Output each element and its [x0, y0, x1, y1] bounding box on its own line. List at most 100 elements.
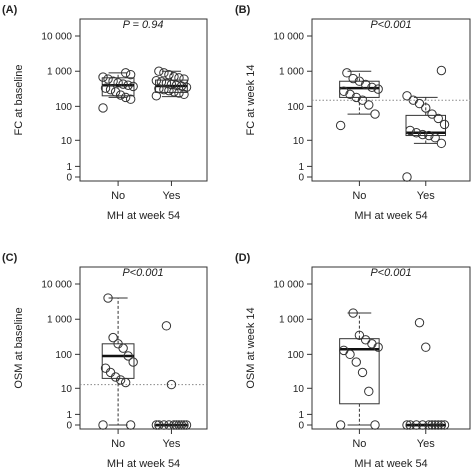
data-point: [408, 95, 418, 105]
data-point: [179, 74, 189, 84]
data-point: [342, 68, 352, 78]
data-point: [164, 69, 174, 80]
data-point: [433, 113, 443, 124]
data-point: [100, 363, 111, 373]
data-point: [115, 375, 126, 385]
data-point: [169, 71, 179, 82]
x-axis-title: MH at week 54: [354, 458, 427, 470]
data-point: [176, 420, 187, 430]
x-axis-title: MH at week 54: [107, 210, 180, 222]
data-point: [103, 293, 113, 303]
data-point: [179, 420, 189, 430]
data-point: [125, 420, 136, 430]
data-point: [367, 82, 377, 92]
data-point: [430, 133, 440, 143]
data-point: [402, 91, 412, 101]
y-axis-title: FC at baseline: [13, 65, 25, 136]
data-point: [439, 119, 450, 130]
data-point: [120, 377, 131, 388]
y-tick-label: 0: [298, 421, 304, 432]
data-point: [436, 138, 447, 149]
data-point: [161, 78, 172, 88]
data-point: [335, 420, 346, 430]
x-tick-label: No: [352, 190, 366, 202]
panel-label: (A): [2, 4, 18, 16]
x-tick-label: No: [111, 438, 125, 450]
data-point: [364, 100, 374, 110]
y-tick-label: 10: [61, 136, 73, 147]
data-point: [151, 91, 162, 101]
data-point: [181, 82, 192, 92]
y-tick-label: 10 000: [273, 280, 304, 291]
data-point: [108, 332, 118, 343]
data-point: [405, 125, 415, 136]
box-iqr: [405, 114, 447, 137]
data-point: [156, 77, 167, 87]
data-point: [166, 379, 177, 390]
data-point: [364, 386, 374, 397]
data-point: [339, 86, 349, 96]
data-point: [151, 75, 162, 86]
y-axis-title: OSM at week 14: [245, 307, 257, 388]
y-tick-label: 10: [293, 384, 305, 395]
x-tick-label: Yes: [417, 190, 435, 202]
x-axis-title: MH at week 54: [107, 458, 180, 470]
data-point: [154, 66, 164, 76]
y-tick-label: 1: [66, 410, 72, 421]
y-tick-label: 10: [61, 384, 73, 395]
x-tick-label: Yes: [417, 438, 435, 450]
y-tick-label: 100: [55, 350, 72, 361]
data-point: [360, 79, 371, 90]
data-point: [370, 109, 380, 119]
data-point: [424, 130, 434, 141]
y-tick-label: 1 000: [279, 67, 304, 78]
data-point: [351, 92, 361, 103]
data-point: [335, 120, 346, 131]
y-tick-label: 1 000: [47, 315, 72, 326]
x-tick-label: No: [111, 190, 125, 202]
data-point: [348, 308, 358, 318]
data-point: [348, 73, 358, 84]
data-point: [402, 420, 412, 430]
data-point: [164, 420, 174, 430]
data-point: [176, 81, 187, 91]
data-point: [433, 420, 443, 430]
plot-frame: [79, 266, 208, 430]
data-point: [427, 420, 437, 430]
data-point: [411, 420, 422, 430]
data-point: [159, 420, 169, 430]
data-point: [417, 129, 428, 140]
data-point: [430, 420, 440, 430]
data-point: [115, 90, 126, 100]
data-point: [110, 87, 121, 97]
data-point: [100, 83, 111, 93]
y-tick-label: 10 000: [41, 280, 72, 291]
data-point: [113, 78, 123, 88]
data-point: [120, 68, 131, 78]
x-tick-label: No: [352, 438, 366, 450]
data-point: [98, 103, 108, 113]
data-point: [357, 367, 368, 378]
plot-frame: [311, 266, 471, 430]
data-point: [98, 420, 108, 430]
y-tick-label: 0: [66, 421, 72, 432]
data-point: [421, 342, 431, 352]
x-tick-label: Yes: [162, 438, 180, 450]
y-tick-label: 100: [287, 350, 304, 361]
data-point: [354, 76, 365, 86]
data-point: [125, 69, 136, 80]
panel-label: (C): [2, 252, 18, 264]
data-point: [128, 357, 138, 367]
data-point: [125, 94, 136, 104]
data-point: [108, 76, 118, 86]
data-point: [128, 81, 138, 92]
panel-label: (D): [235, 252, 251, 264]
data-point: [179, 89, 189, 100]
data-point: [373, 84, 383, 94]
data-point: [181, 420, 192, 430]
data-point: [123, 351, 133, 361]
panel-label: (B): [235, 4, 251, 16]
y-tick-label: 0: [66, 173, 72, 184]
data-point: [169, 420, 179, 430]
data-point: [98, 72, 108, 82]
